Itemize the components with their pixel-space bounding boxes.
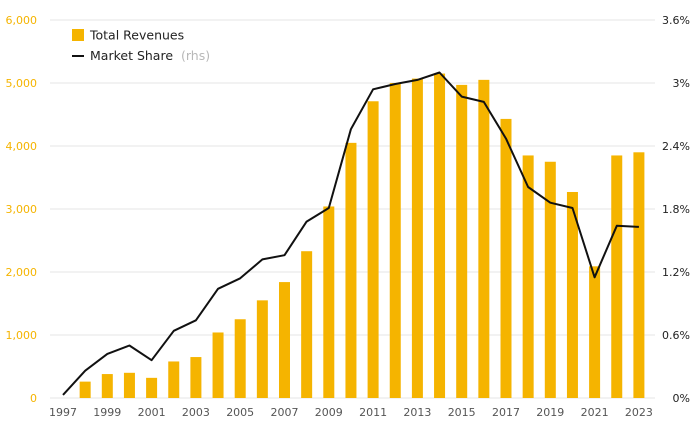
- x-tick-label: 2023: [625, 406, 653, 419]
- revenue-bar: [544, 161, 556, 398]
- legend-market-share-note: (rhs): [181, 48, 210, 63]
- revenue-bar: [256, 300, 268, 398]
- revenue-bar: [190, 357, 202, 398]
- revenue-bar: [589, 266, 601, 398]
- left-tick-label: 6,000: [6, 14, 38, 27]
- x-tick-label: 2001: [138, 406, 166, 419]
- left-tick-label: 5,000: [6, 77, 38, 90]
- legend-market-share-text: Market Share: [90, 48, 173, 63]
- legend-swatch-revenues: [72, 29, 84, 41]
- x-tick-label: 2005: [226, 406, 254, 419]
- market-share-line: [62, 71, 639, 396]
- right-tick-label: 3%: [673, 77, 690, 90]
- left-tick-label: 0: [30, 392, 37, 405]
- revenue-bar: [234, 319, 246, 398]
- left-tick-label: 1,000: [6, 329, 38, 342]
- x-tick-label: 2015: [448, 406, 476, 419]
- revenue-bar: [345, 142, 357, 398]
- revenue-bar: [566, 191, 578, 398]
- legend-label-revenues: Total Revenues: [89, 28, 184, 43]
- legend: Total Revenues Market Share (rhs): [72, 28, 210, 63]
- right-tick-label: 3.6%: [662, 14, 690, 27]
- revenue-bar: [146, 377, 158, 398]
- revenue-bars: [79, 73, 645, 399]
- revenue-bar: [212, 332, 224, 398]
- revenue-bar: [522, 155, 534, 398]
- x-tick-label: 2003: [182, 406, 210, 419]
- left-tick-label: 4,000: [6, 140, 38, 153]
- x-tick-label: 2011: [359, 406, 387, 419]
- right-tick-label: 1.2%: [662, 266, 690, 279]
- revenue-bar: [168, 361, 180, 398]
- revenue-bar: [456, 84, 468, 398]
- x-axis: 1997 1999 2001 2003 2005 2007 2009 2011 2013 2015…: [49, 406, 653, 419]
- x-tick-label: 2021: [581, 406, 609, 419]
- right-axis: 0% 0.6% 1.2% 1.8% 2.4% 3% 3.6%: [662, 14, 690, 405]
- revenue-bar: [389, 83, 401, 398]
- x-tick-label: 2019: [536, 406, 564, 419]
- right-tick-label: 1.8%: [662, 203, 690, 216]
- revenue-bar: [411, 78, 423, 398]
- right-tick-label: 0%: [673, 392, 690, 405]
- revenue-bar: [79, 381, 91, 398]
- revenue-bar: [123, 372, 135, 398]
- right-tick-label: 0.6%: [662, 329, 690, 342]
- x-tick-label: 1997: [49, 406, 77, 419]
- legend-label-market-share: Market Share (rhs): [90, 48, 210, 63]
- x-tick-label: 2013: [403, 406, 431, 419]
- revenue-bar: [367, 101, 379, 399]
- left-tick-label: 3,000: [6, 203, 38, 216]
- revenue-bar: [434, 73, 446, 399]
- x-tick-label: 2017: [492, 406, 520, 419]
- revenue-bar: [301, 251, 313, 398]
- market-share-line-group: [62, 71, 639, 396]
- revenue-bar: [500, 118, 512, 398]
- left-tick-label: 2,000: [6, 266, 38, 279]
- right-tick-label: 2.4%: [662, 140, 690, 153]
- revenue-bar: [633, 152, 645, 398]
- revenue-bar: [323, 206, 335, 398]
- x-tick-label: 1999: [93, 406, 121, 419]
- revenue-bar: [611, 155, 623, 398]
- left-axis: 0 1,000 2,000 3,000 4,000 5,000 6,000: [6, 14, 38, 405]
- revenue-bar: [279, 282, 290, 398]
- x-tick-label: 2007: [271, 406, 299, 419]
- revenue-bar: [101, 374, 113, 398]
- revenue-bar: [478, 79, 490, 398]
- x-tick-label: 2009: [315, 406, 343, 419]
